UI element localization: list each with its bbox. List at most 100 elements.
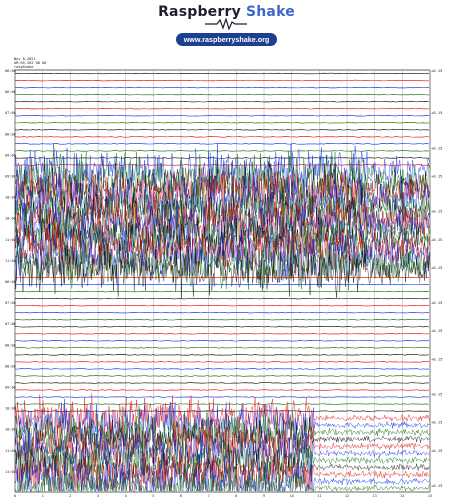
trace-line [14,297,430,300]
trace-line [14,319,430,321]
trace-line [14,108,430,110]
right-time-label: +0.15 [431,68,442,73]
trace-line [14,389,430,391]
trace-line [14,150,430,152]
x-tick-label: 4 [125,494,127,498]
header-station: rasgShake [14,65,34,70]
right-time-label: +0.15 [431,483,442,488]
trace-line [14,129,430,131]
raspberry-shake-banner: Raspberry Shake www.raspberryshake.org [0,0,453,54]
x-tick-label: 5 [152,494,154,498]
website-url-badge[interactable]: www.raspberryshake.org [176,33,277,46]
trace-line [14,311,430,314]
x-tick-label: 14 [400,494,404,498]
left-time-label: 07:00 [5,301,16,305]
trace-line [14,143,430,145]
trace-line [14,393,430,444]
right-time-label: +0.15 [431,420,442,425]
right-time-label: +0.15 [431,209,442,214]
trace-line [14,122,430,124]
trace-line [14,382,430,384]
left-time-label: 08:00 [5,343,16,347]
x-axis-unit: Time (minutes) [223,497,225,498]
x-tick-label: 10 [290,494,294,498]
left-time-label: 10:00 [5,196,16,200]
x-tick-label: 6 [180,494,182,498]
trace-line [14,243,430,298]
x-tick-label: 7 [208,494,210,498]
left-time-label: 09:00 [5,175,16,179]
right-time-label: +0.15 [431,110,442,115]
x-tick-label: 8 [235,494,237,498]
trace-line [14,361,430,363]
brand-title: Raspberry Shake [0,4,453,20]
trace-line [14,396,430,398]
trace-line [14,157,430,159]
trace-line [14,304,430,307]
left-time-label: 08:00 [5,132,16,136]
right-time-label: +0.15 [431,237,442,242]
right-time-label: +0.15 [431,356,442,361]
trace-line [14,405,430,459]
trace-line [14,375,430,377]
left-time-label: 11:00 [5,449,16,453]
left-time-label: 06:00 [5,69,16,73]
left-time-label: 11:00 [5,259,16,263]
trace-line [14,79,430,82]
left-time-label: 10:00 [5,428,16,432]
trace-line [14,399,430,451]
right-time-label: +0.15 [431,328,442,333]
seismic-wave-logo-icon [205,18,247,30]
trace-line [14,290,430,293]
trace-line [14,283,430,286]
trace-line [14,368,430,370]
x-tick-label: 3 [97,494,99,498]
left-time-label: 11:00 [5,470,16,474]
x-tick-label: 15 [428,494,432,498]
left-time-label: 09:00 [5,386,16,390]
right-time-label: +0.15 [431,448,442,453]
trace-line [14,415,430,466]
right-time-label: +0.15 [431,174,442,179]
trace-line [14,86,430,89]
x-tick-label: 1 [42,494,44,498]
left-time-label: 07:00 [5,322,16,326]
left-time-label: 11:00 [5,238,16,242]
right-time-label: +0.15 [431,300,442,305]
left-time-label: 09:00 [5,153,16,157]
x-tick-label: 12 [345,494,349,498]
trace-line [14,449,430,492]
right-time-label: +0.15 [431,265,442,270]
trace-line [14,456,430,492]
right-time-label: +0.15 [431,392,442,397]
left-time-label: 07:00 [5,111,16,115]
trace-line [14,347,430,349]
trace-line [14,93,430,96]
brand-title-main: Raspberry [158,4,241,20]
left-time-label: 10:00 [5,407,16,411]
trace-line [14,354,430,356]
trace-line [14,276,430,279]
left-time-label: 06:00 [5,280,16,284]
trace-line [14,101,430,103]
trace-line [14,340,430,342]
x-tick-label: 11 [317,494,321,498]
brand-title-accent: Shake [245,4,295,20]
trace-line [14,403,430,405]
trace-line [14,463,430,492]
left-time-label: 08:00 [5,364,16,368]
right-time-label: +0.15 [431,145,442,150]
x-tick-label: 13 [373,494,377,498]
left-time-label: 10:00 [5,217,16,221]
trace-line [14,326,430,328]
header-date: Nov 8,2021 [14,57,36,61]
trace-line [14,136,430,138]
trace-line [14,115,430,117]
station-header: Nov 8,2021 AM.R5.SHZ 00 00 rasgShake [14,57,46,70]
left-time-label: 06:00 [5,90,16,94]
x-tick-label: 0 [14,494,16,498]
x-tick-label: 9 [263,494,265,498]
trace-line [14,158,430,215]
header-channel: AM.R5.SHZ 00 00 [14,61,47,66]
